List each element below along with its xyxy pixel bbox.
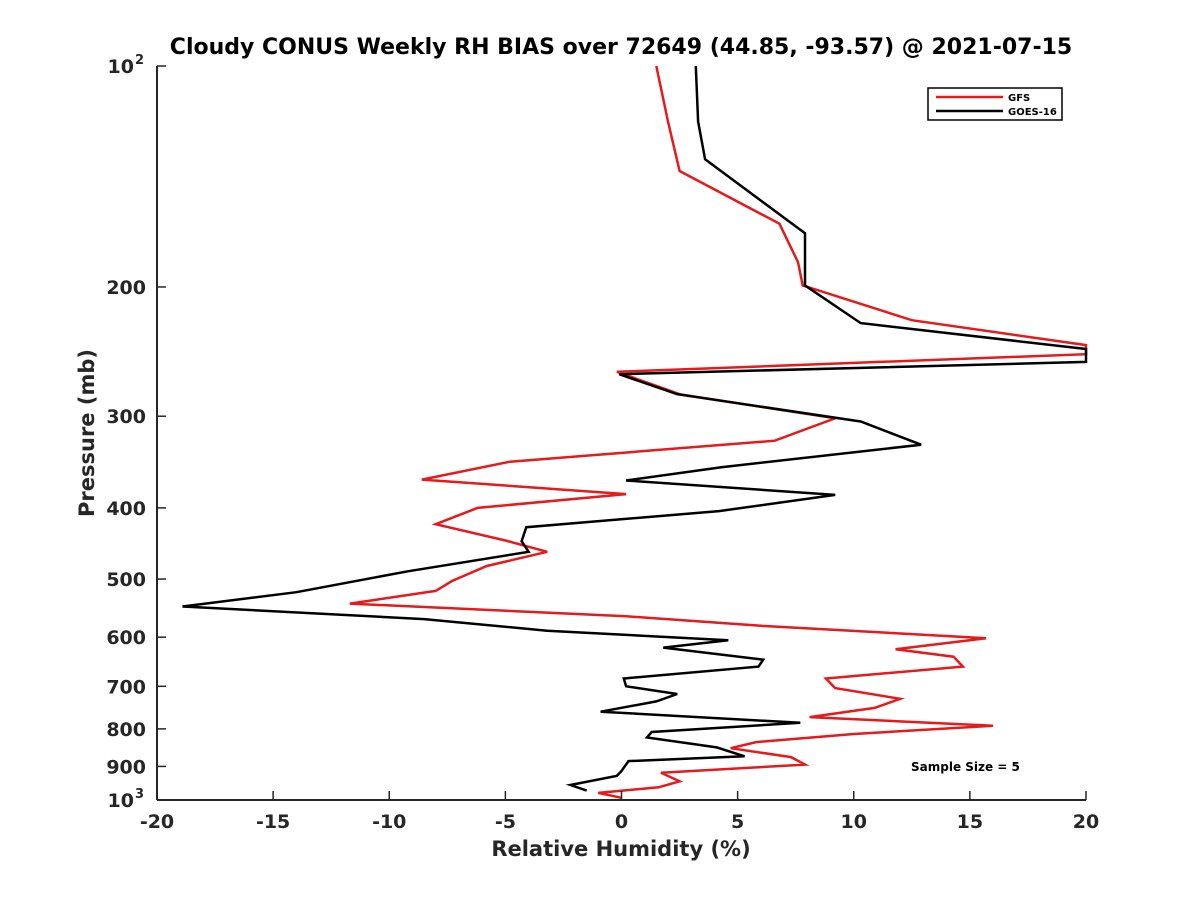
legend: GFS GOES-16 [927,87,1063,121]
y-tick-label: 500 [106,569,146,591]
legend-label-goes16: GOES-16 [1008,107,1057,118]
y-tick-label: 800 [106,719,146,741]
x-tick-label: 15 [957,811,983,833]
series-line-goes16 [182,65,1088,792]
y-tick-label: 600 [106,627,146,649]
y-tick-label: 10 [108,790,134,812]
y-tick-label: 400 [106,498,146,520]
x-ticks: -20 -15 -10 -5 0 5 10 15 20 [140,791,1099,833]
y-tick-exponent: 2 [135,53,144,68]
legend-box [927,87,1063,121]
x-tick-label: 0 [615,811,628,833]
y-tick-label: 300 [106,406,146,428]
chart-title: Cloudy CONUS Weekly RH BIAS over 72649 (… [170,35,1072,60]
x-tick-label: -15 [256,811,290,833]
x-tick-label: 10 [841,811,867,833]
y-tick-label: 900 [106,756,146,778]
x-tick-label: 20 [1073,811,1099,833]
y-tick-label: 700 [106,676,146,698]
y-axis-label: Pressure (mb) [75,349,99,517]
x-tick-label: -10 [372,811,406,833]
x-axis-label: Relative Humidity (%) [491,837,750,861]
y-tick-label: 10 [108,56,134,78]
series-layer [182,65,1088,800]
y-tick-label: 200 [106,277,146,299]
x-tick-label: -20 [140,811,174,833]
x-tick-label: -5 [495,811,516,833]
y-tick-exponent: 3 [135,787,144,802]
legend-label-gfs: GFS [1008,93,1030,104]
sample-size-annotation: Sample Size = 5 [911,760,1020,774]
x-tick-label: 5 [731,811,744,833]
